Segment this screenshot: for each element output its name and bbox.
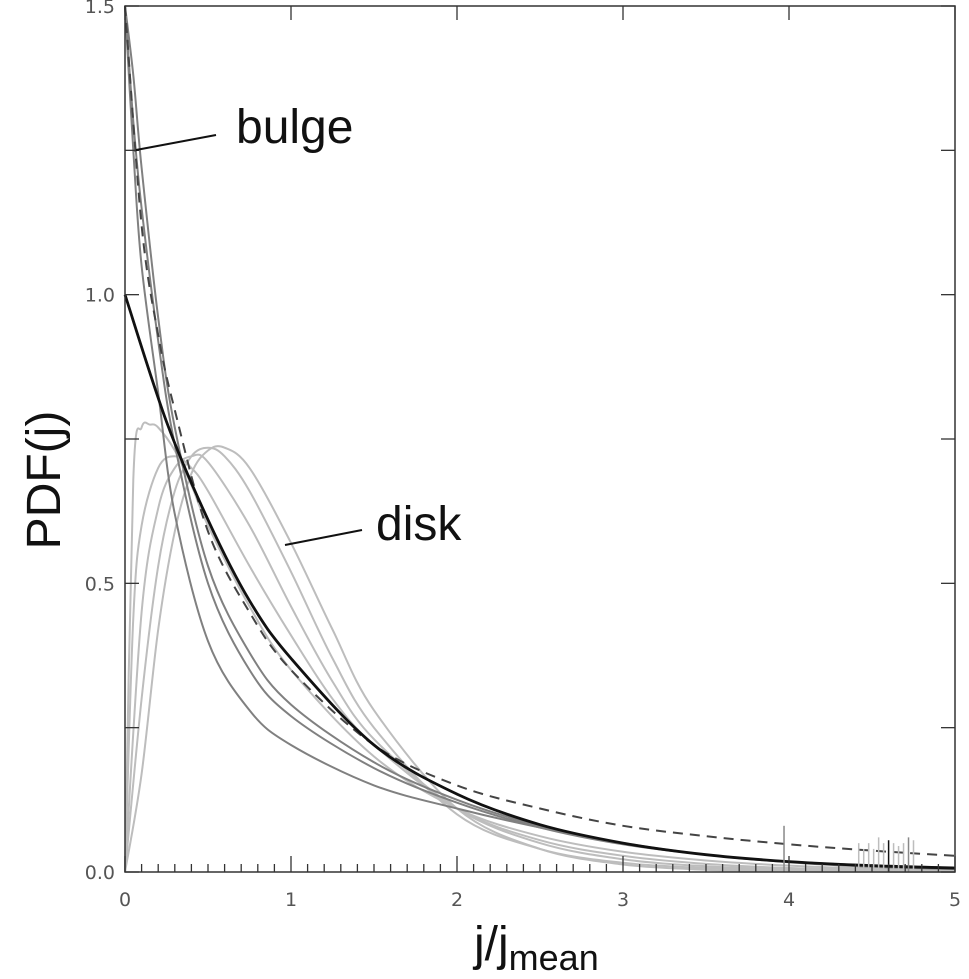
x-axis-title: j/jmean xyxy=(472,918,599,978)
disk-leader-line xyxy=(284,529,363,546)
y-axis-title: PDF(j) xyxy=(18,411,71,550)
y-tick-label: 1.5 xyxy=(85,0,115,18)
tick-labels-layer: 0 1 2 3 4 5 0.0 0.5 1.0 1.5 xyxy=(85,0,961,911)
x-tick-label: 3 xyxy=(617,889,629,911)
series-layer xyxy=(123,5,956,873)
ticks-layer xyxy=(124,5,956,873)
x-axis-title-subscript: mean xyxy=(509,937,599,978)
series-line-solid-thick-0 xyxy=(123,294,956,870)
x-tick-label: 2 xyxy=(451,889,463,911)
x-tick-label: 0 xyxy=(119,889,131,911)
series-line-solid-light-gray-9 xyxy=(124,445,956,873)
x-tick-label: 5 xyxy=(949,889,961,911)
series-line-solid-light-gray-6 xyxy=(124,455,956,873)
y-tick-label: 0.5 xyxy=(85,573,115,595)
bulge-label: bulge xyxy=(236,101,353,154)
bulge-leader-line xyxy=(135,134,217,151)
series-line-solid-light-gray-5 xyxy=(124,421,956,873)
series-line-dashed-1 xyxy=(124,5,956,857)
x-tick-label: 4 xyxy=(783,889,795,911)
series-line-solid-light-gray-8 xyxy=(124,446,956,873)
x-tick-label: 1 xyxy=(285,889,297,911)
y-tick-label: 0.0 xyxy=(85,862,115,884)
tail-spikes-layer xyxy=(783,825,915,872)
disk-label: disk xyxy=(376,498,462,551)
series-line-solid-light-gray-7 xyxy=(124,453,956,873)
y-tick-label: 1.0 xyxy=(85,285,115,307)
